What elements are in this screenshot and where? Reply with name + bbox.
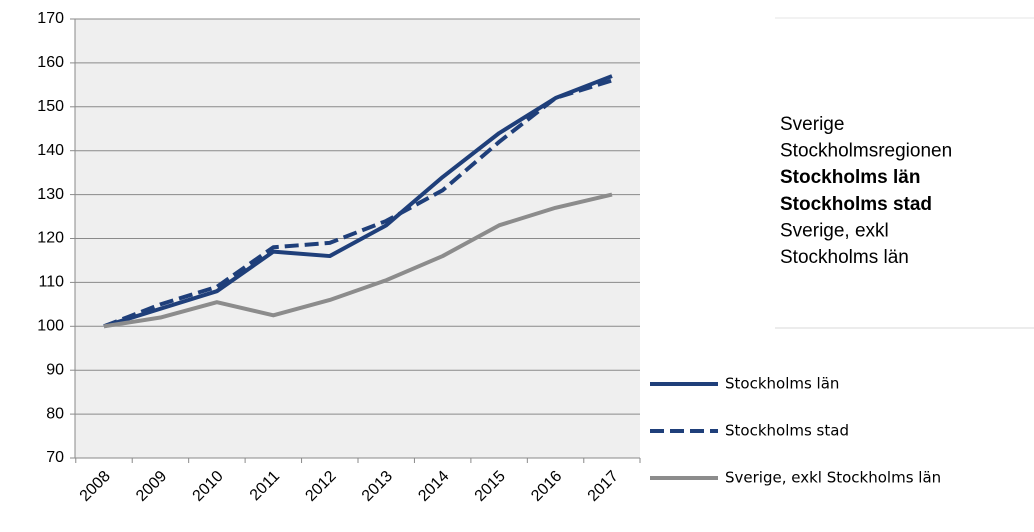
y-tick-label: 70 — [46, 449, 64, 466]
legend-label: Sverige, exkl Stockholms län — [725, 469, 941, 487]
x-tick-label: 2011 — [247, 468, 283, 504]
side-text: Stockholms län — [780, 247, 909, 268]
side-text: Sverige, exkl — [780, 220, 889, 241]
x-tick-label: 2015 — [472, 468, 509, 505]
x-tick-label: 2017 — [585, 468, 622, 505]
y-tick-label: 80 — [46, 405, 64, 422]
y-tick-label: 140 — [37, 142, 64, 159]
x-tick-label: 2008 — [77, 468, 114, 505]
legend-label: Stockholms stad — [725, 422, 849, 440]
legend-label: Stockholms län — [725, 375, 839, 393]
x-tick-label: 2016 — [528, 468, 565, 505]
y-tick-label: 110 — [38, 274, 64, 291]
x-tick-label: 2010 — [190, 468, 227, 505]
side-text: Stockholms stad — [780, 194, 932, 215]
side-text: Stockholms län — [780, 167, 920, 188]
x-tick-label: 2012 — [302, 468, 339, 505]
x-tick-label: 2013 — [359, 468, 396, 505]
y-tick-label: 170 — [37, 10, 64, 27]
series-line — [103, 192, 613, 329]
y-tick-label: 130 — [37, 186, 64, 203]
y-tick-label: 100 — [37, 318, 64, 335]
x-tick-label: 2009 — [133, 468, 170, 505]
y-tick-label: 120 — [37, 230, 64, 247]
series-line — [103, 74, 613, 329]
x-tick-label: 2014 — [415, 468, 452, 505]
side-text: Sverige — [780, 114, 844, 135]
y-tick-label: 150 — [37, 98, 64, 115]
y-tick-label: 160 — [37, 54, 64, 71]
y-tick-label: 90 — [46, 361, 64, 378]
side-text: Stockholmsregionen — [780, 141, 952, 162]
series-line — [103, 78, 613, 329]
